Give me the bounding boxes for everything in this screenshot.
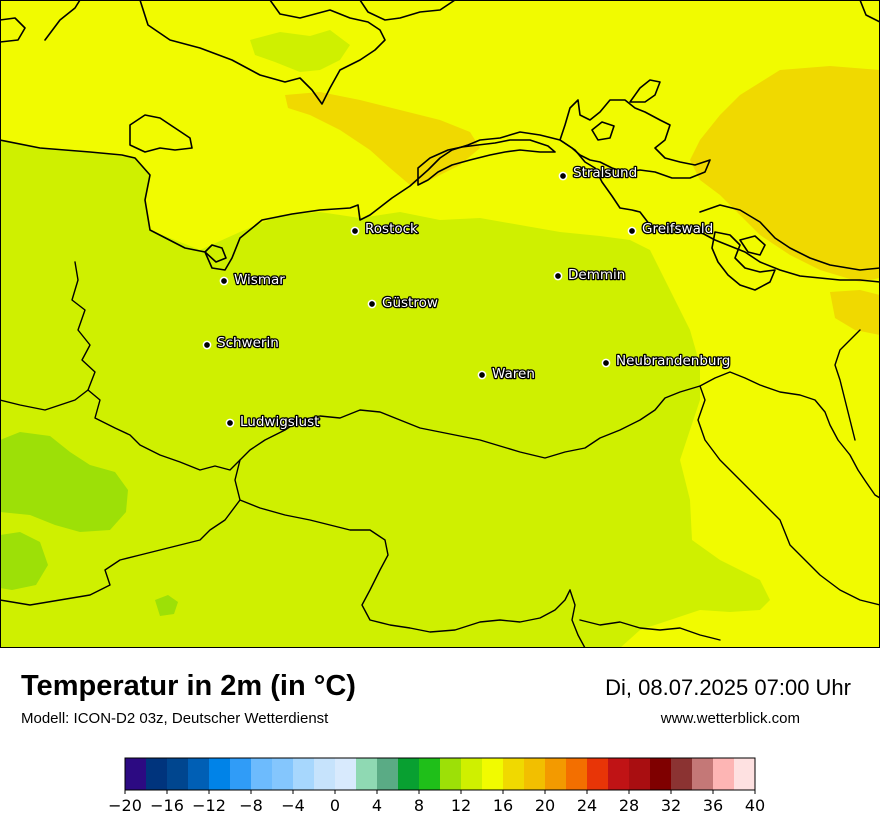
temperature-zone-cool-north (250, 30, 350, 72)
legend-swatch (482, 758, 504, 790)
legend-tick-label: 8 (414, 796, 424, 815)
city-wismar: Wismar (219, 271, 287, 289)
city-greifswald: Greifswald (627, 220, 715, 238)
map-canvas: Stralsund Rostock Greifswald Wismar Demm… (0, 0, 880, 648)
legend-swatch (692, 758, 714, 790)
legend-swatch (566, 758, 588, 790)
legend-tick-label: 24 (577, 796, 597, 815)
legend-swatch (209, 758, 231, 790)
city-guestrow: Güstrow (367, 294, 439, 312)
city-label: Ludwigslust (240, 414, 319, 430)
legend-swatch (377, 758, 399, 790)
temperature-zone-warm-east (690, 66, 880, 282)
legend-swatch (188, 758, 210, 790)
legend-swatch (272, 758, 294, 790)
legend-swatch (440, 758, 462, 790)
temperature-zone-warm-southeast (830, 290, 880, 335)
legend-swatch (356, 758, 378, 790)
legend-tick-label: 4 (372, 796, 382, 815)
city-label: Schwerin (217, 335, 279, 351)
city-label: Stralsund (573, 165, 637, 181)
legend-swatch (398, 758, 420, 790)
legend-swatch (608, 758, 630, 790)
legend-swatch (734, 758, 756, 790)
legend-swatch (713, 758, 735, 790)
legend-tick-label: 0 (330, 796, 340, 815)
city-schwerin: Schwerin (202, 334, 280, 352)
legend-tick-label: 12 (451, 796, 471, 815)
city-demmin: Demmin (553, 266, 627, 284)
city-label: Güstrow (382, 295, 438, 311)
legend-swatch (524, 758, 546, 790)
website-link[interactable]: www.wetterblick.com (660, 710, 800, 727)
city-label: Waren (492, 366, 535, 382)
legend-swatch (419, 758, 441, 790)
legend-tick-label: 20 (535, 796, 555, 815)
city-label: Neubrandenburg (616, 353, 730, 369)
temperature-zone-cool-west-2 (0, 532, 48, 590)
temperature-zone-warm-sea (285, 92, 480, 185)
legend-swatch (671, 758, 693, 790)
temperature-zone-cool-south (155, 595, 178, 616)
legend-swatch (650, 758, 672, 790)
legend-swatch (293, 758, 315, 790)
city-ludwigslust: Ludwigslust (225, 413, 321, 431)
city-neubrandenburg: Neubrandenburg (601, 352, 732, 370)
city-markers: Stralsund Rostock Greifswald Wismar Demm… (202, 164, 732, 431)
temperature-map: Stralsund Rostock Greifswald Wismar Demm… (0, 0, 880, 648)
legend-tick-label: −20 (108, 796, 142, 815)
legend-canvas: −20 −16 −12 −8 −4 0 4 8 12 16 20 24 28 32 36 40 (108, 757, 765, 815)
legend-swatch (146, 758, 168, 790)
legend-tick-label: −4 (281, 796, 305, 815)
legend-swatch (314, 758, 336, 790)
legend-swatch (167, 758, 189, 790)
legend-swatch (125, 758, 147, 790)
forecast-datetime: Di, 08.07.2025 07:00 Uhr (605, 675, 851, 700)
legend-swatch (461, 758, 483, 790)
city-stralsund: Stralsund (558, 164, 638, 182)
legend-tick-label: 28 (619, 796, 639, 815)
legend-tick-label: −12 (192, 796, 226, 815)
legend-tick-label: −16 (150, 796, 184, 815)
legend-tick-label: 36 (703, 796, 723, 815)
color-legend: −20 −16 −12 −8 −4 0 4 8 12 16 20 24 28 32 36 40 (0, 752, 880, 830)
city-label: Wismar (234, 272, 285, 288)
legend-swatch (251, 758, 273, 790)
city-label: Greifswald (642, 221, 713, 237)
legend-tick-label: 32 (661, 796, 681, 815)
city-rostock: Rostock (350, 220, 419, 238)
legend-tick-label: 16 (493, 796, 513, 815)
map-title: Temperatur in 2m (in °C) (21, 670, 356, 702)
legend-swatch (230, 758, 252, 790)
legend-frame (124, 757, 756, 791)
temperature-zone-cool-west-1 (0, 432, 128, 532)
city-label: Rostock (365, 221, 418, 237)
coastline (0, 0, 880, 291)
legend-swatch (545, 758, 567, 790)
state-border (0, 261, 880, 648)
legend-swatch (503, 758, 525, 790)
legend-tick-label: −8 (239, 796, 263, 815)
city-label: Demmin (568, 267, 625, 283)
model-info: Modell: ICON-D2 03z, Deutscher Wetterdie… (21, 710, 329, 727)
city-waren: Waren (477, 365, 536, 383)
legend-swatch (587, 758, 609, 790)
legend-swatch (335, 758, 357, 790)
legend-swatch (629, 758, 651, 790)
legend-tick-label: 40 (745, 796, 765, 815)
temperature-zone-mild-land (0, 140, 770, 648)
